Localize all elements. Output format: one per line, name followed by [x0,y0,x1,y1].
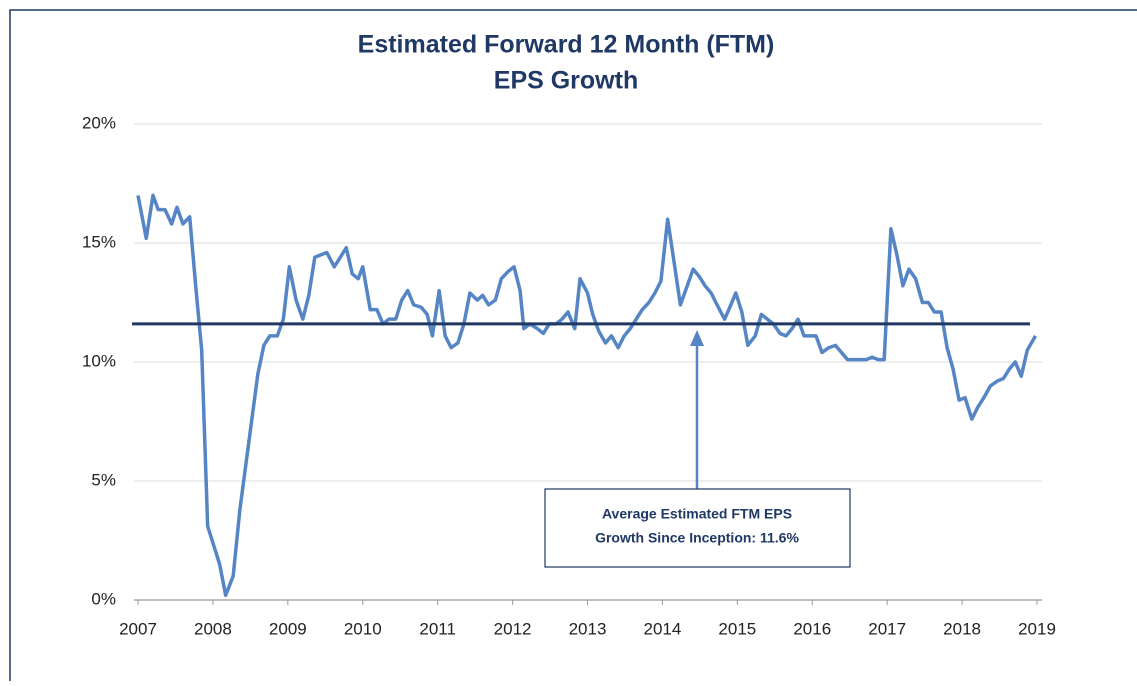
chart-title: EPS Growth [494,67,638,95]
series-line [136,193,1038,597]
y-tick-label: 10% [82,351,116,370]
y-tick-label: 20% [82,113,116,132]
y-tick-label: 5% [91,470,116,489]
x-tick-label: 2018 [943,619,981,638]
x-tick-label: 2015 [718,619,756,638]
chart-title: Estimated Forward 12 Month (FTM) [358,31,775,59]
x-tick-label: 2017 [868,619,906,638]
frame [9,9,1137,686]
x-tick-label: 2016 [793,619,831,638]
annotation-text: Average Estimated FTM EPS [602,506,792,522]
x-tick-label: 2007 [119,619,157,638]
y-tick-label: 15% [82,232,116,251]
annotation-box [544,488,851,568]
x-tick-label: 2011 [419,619,456,638]
x-tick-label: 2010 [344,619,382,638]
arrow-head [690,330,704,346]
x-tick-label: 2012 [494,619,532,638]
x-tick-label: 2019 [1018,619,1056,638]
y-tick-label: 0% [91,589,116,608]
annotation-text: Growth Since Inception: 11.6% [595,530,799,546]
x-tick-label: 2013 [569,619,607,638]
x-tick-label: 2008 [194,619,232,638]
x-tick-label: 2014 [644,619,682,638]
x-tick-label: 2009 [269,619,307,638]
